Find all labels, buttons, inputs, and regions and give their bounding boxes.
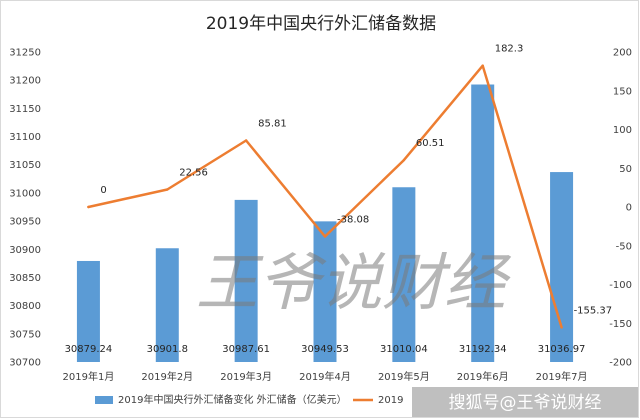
line-point: [323, 235, 327, 238]
legend-label-line: 2019: [378, 395, 403, 406]
left-tick-label: 30950: [9, 217, 41, 228]
legend-swatch-bar: [95, 396, 113, 404]
left-tick-label: 30900: [9, 245, 41, 256]
line-data-label: -38.08: [337, 215, 369, 226]
right-tick-label: 50: [619, 164, 632, 175]
left-tick-label: 30850: [9, 273, 41, 284]
x-tick-label: 2019年5月: [378, 370, 430, 383]
right-tick-label: -50: [616, 241, 632, 252]
left-tick-label: 30750: [9, 329, 41, 340]
chart-title: 2019年中国央行外汇储备数据: [206, 14, 436, 34]
line-data-label: 182.3: [495, 44, 524, 55]
right-tick-label: 0: [626, 203, 632, 214]
left-tick-label: 30700: [9, 358, 41, 369]
left-tick-label: 30800: [9, 301, 41, 312]
bar: [313, 221, 337, 362]
right-tick-label: 100: [613, 125, 632, 136]
x-tick-label: 2019年4月: [299, 370, 351, 383]
legend-label-bar: 2019年中国央行外汇储备变化 外汇储备（亿美元）: [118, 393, 347, 406]
bar: [155, 248, 179, 362]
left-tick-label: 31050: [9, 160, 41, 171]
left-tick-label: 31150: [9, 104, 41, 115]
footer-watermark-bg: [412, 387, 638, 417]
bar-data-label: 31010.04: [380, 344, 428, 355]
line-point: [166, 188, 169, 191]
watermark: 王爷说财经: [196, 246, 512, 319]
bar-data-label: 30901.8: [147, 344, 188, 355]
watermark-text: 王爷说财经: [196, 246, 512, 319]
footer-watermark: 搜狐号@王爷说财经: [412, 387, 638, 417]
right-axis-ticks: -200 -150 -100 -50 0 50 100 150 200: [609, 48, 632, 369]
x-tick-label: 2019年1月: [63, 370, 115, 383]
right-tick-label: 150: [613, 86, 632, 97]
line-data-labels: 0 22.56 85.81 -38.08 60.51 182.3 -155.37: [100, 44, 612, 317]
bar: [550, 172, 574, 362]
bar-data-label: 31192.34: [459, 344, 507, 355]
left-tick-label: 31250: [9, 48, 41, 59]
right-tick-label: -200: [609, 358, 632, 369]
line-data-label: 22.56: [179, 168, 208, 179]
bar: [76, 260, 100, 362]
x-tick-label: 2019年6月: [457, 370, 509, 383]
line-point: [402, 158, 406, 162]
bar-series: [76, 84, 574, 363]
bar-data-label: 30879.24: [65, 344, 113, 355]
footer-watermark-text: 搜狐号@王爷说财经: [449, 393, 602, 413]
bar-data-label: 31036.97: [538, 344, 586, 355]
bar-data-label: 30949.53: [301, 344, 349, 355]
left-tick-label: 31000: [9, 188, 41, 199]
left-tick-label: 31100: [9, 132, 41, 143]
left-tick-label: 31200: [9, 76, 41, 87]
line-data-label: -155.37: [574, 305, 613, 316]
bar: [471, 84, 495, 363]
right-tick-label: -100: [609, 280, 632, 291]
bar-data-labels: 30879.24 30901.8 30987.61 30949.53 31010.04 3…: [65, 344, 586, 355]
line-point: [560, 326, 563, 329]
line-data-label: 60.51: [416, 138, 445, 149]
x-tick-label: 2019年2月: [141, 370, 193, 383]
line-point: [481, 64, 484, 67]
right-tick-label: -150: [609, 319, 632, 330]
x-tick-label: 2019年7月: [536, 370, 588, 383]
x-tick-label: 2019年3月: [220, 370, 272, 383]
line-series: [87, 64, 563, 329]
left-axis-ticks: 30700 30750 30800 30850 30900 30950 31000 31050…: [9, 48, 41, 369]
line-data-label: 0: [100, 185, 106, 196]
right-tick-label: 200: [613, 48, 632, 59]
bar: [392, 187, 416, 362]
bar: [234, 199, 258, 362]
line-data-label: 85.81: [258, 118, 287, 129]
x-axis-labels: 2019年1月 2019年2月 2019年3月 2019年4月 2019年5月 2019年…: [63, 370, 588, 383]
bar-data-label: 30987.61: [222, 344, 270, 355]
legend: 2019年中国央行外汇储备变化 外汇储备（亿美元） 2019: [95, 393, 403, 406]
line-point: [244, 139, 248, 142]
line-point: [87, 205, 90, 209]
